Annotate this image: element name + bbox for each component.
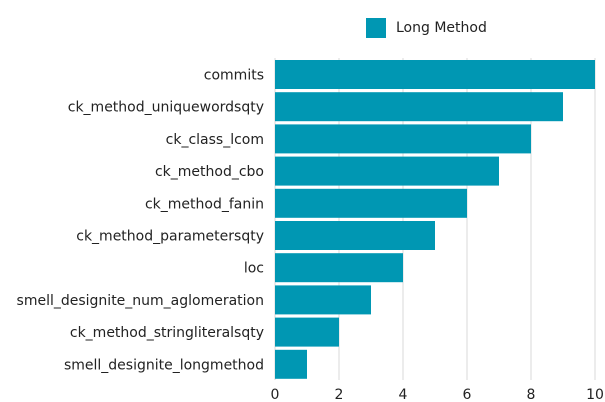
bar-ck_method_cbo	[275, 156, 499, 186]
x-tick-label-10: 10	[586, 387, 604, 402]
category-label-smell_designite_longmethod: smell_designite_longmethod	[64, 357, 264, 373]
category-label-ck_method_fanin: ck_method_fanin	[145, 196, 264, 212]
category-label-smell_designite_num_aglomeration: smell_designite_num_aglomeration	[17, 293, 264, 309]
category-label-commits: commits	[204, 68, 264, 84]
x-tick-label-0: 0	[271, 387, 280, 402]
bar-ck_method_stringliteralsqty	[275, 317, 339, 347]
bar-loc	[275, 253, 403, 283]
legend: Long Method	[366, 18, 487, 38]
category-label-ck_method_uniquewordsqty: ck_method_uniquewordsqty	[68, 100, 264, 116]
legend-label: Long Method	[396, 20, 487, 36]
category-label-ck_class_lcom: ck_class_lcom	[166, 132, 264, 148]
x-tick-label-6: 6	[463, 387, 472, 402]
bar-smell_designite_num_aglomeration	[275, 285, 371, 315]
bar-ck_method_uniquewordsqty	[275, 92, 563, 122]
x-tick-label-8: 8	[527, 387, 536, 402]
x-tick-label-2: 2	[335, 387, 344, 402]
bar-ck_method_fanin	[275, 188, 467, 218]
bar-smell_designite_longmethod	[275, 349, 307, 379]
x-axis-tick-labels: 0 2 4 6 8 10	[271, 387, 604, 402]
category-label-ck_method_cbo: ck_method_cbo	[155, 164, 264, 180]
category-label-ck_method_parametersqty: ck_method_parametersqty	[76, 229, 264, 245]
x-tick-label-4: 4	[399, 387, 408, 402]
category-labels: commits ck_method_uniquewordsqty ck_class_…	[17, 68, 264, 374]
bar-ck_method_parametersqty	[275, 221, 435, 250]
bars	[275, 60, 595, 379]
bar-ck_class_lcom	[275, 124, 531, 154]
bar-commits	[275, 60, 595, 89]
category-label-ck_method_stringliteralsqty: ck_method_stringliteralsqty	[70, 325, 264, 341]
legend-swatch	[366, 18, 386, 38]
category-label-loc: loc	[244, 261, 264, 277]
